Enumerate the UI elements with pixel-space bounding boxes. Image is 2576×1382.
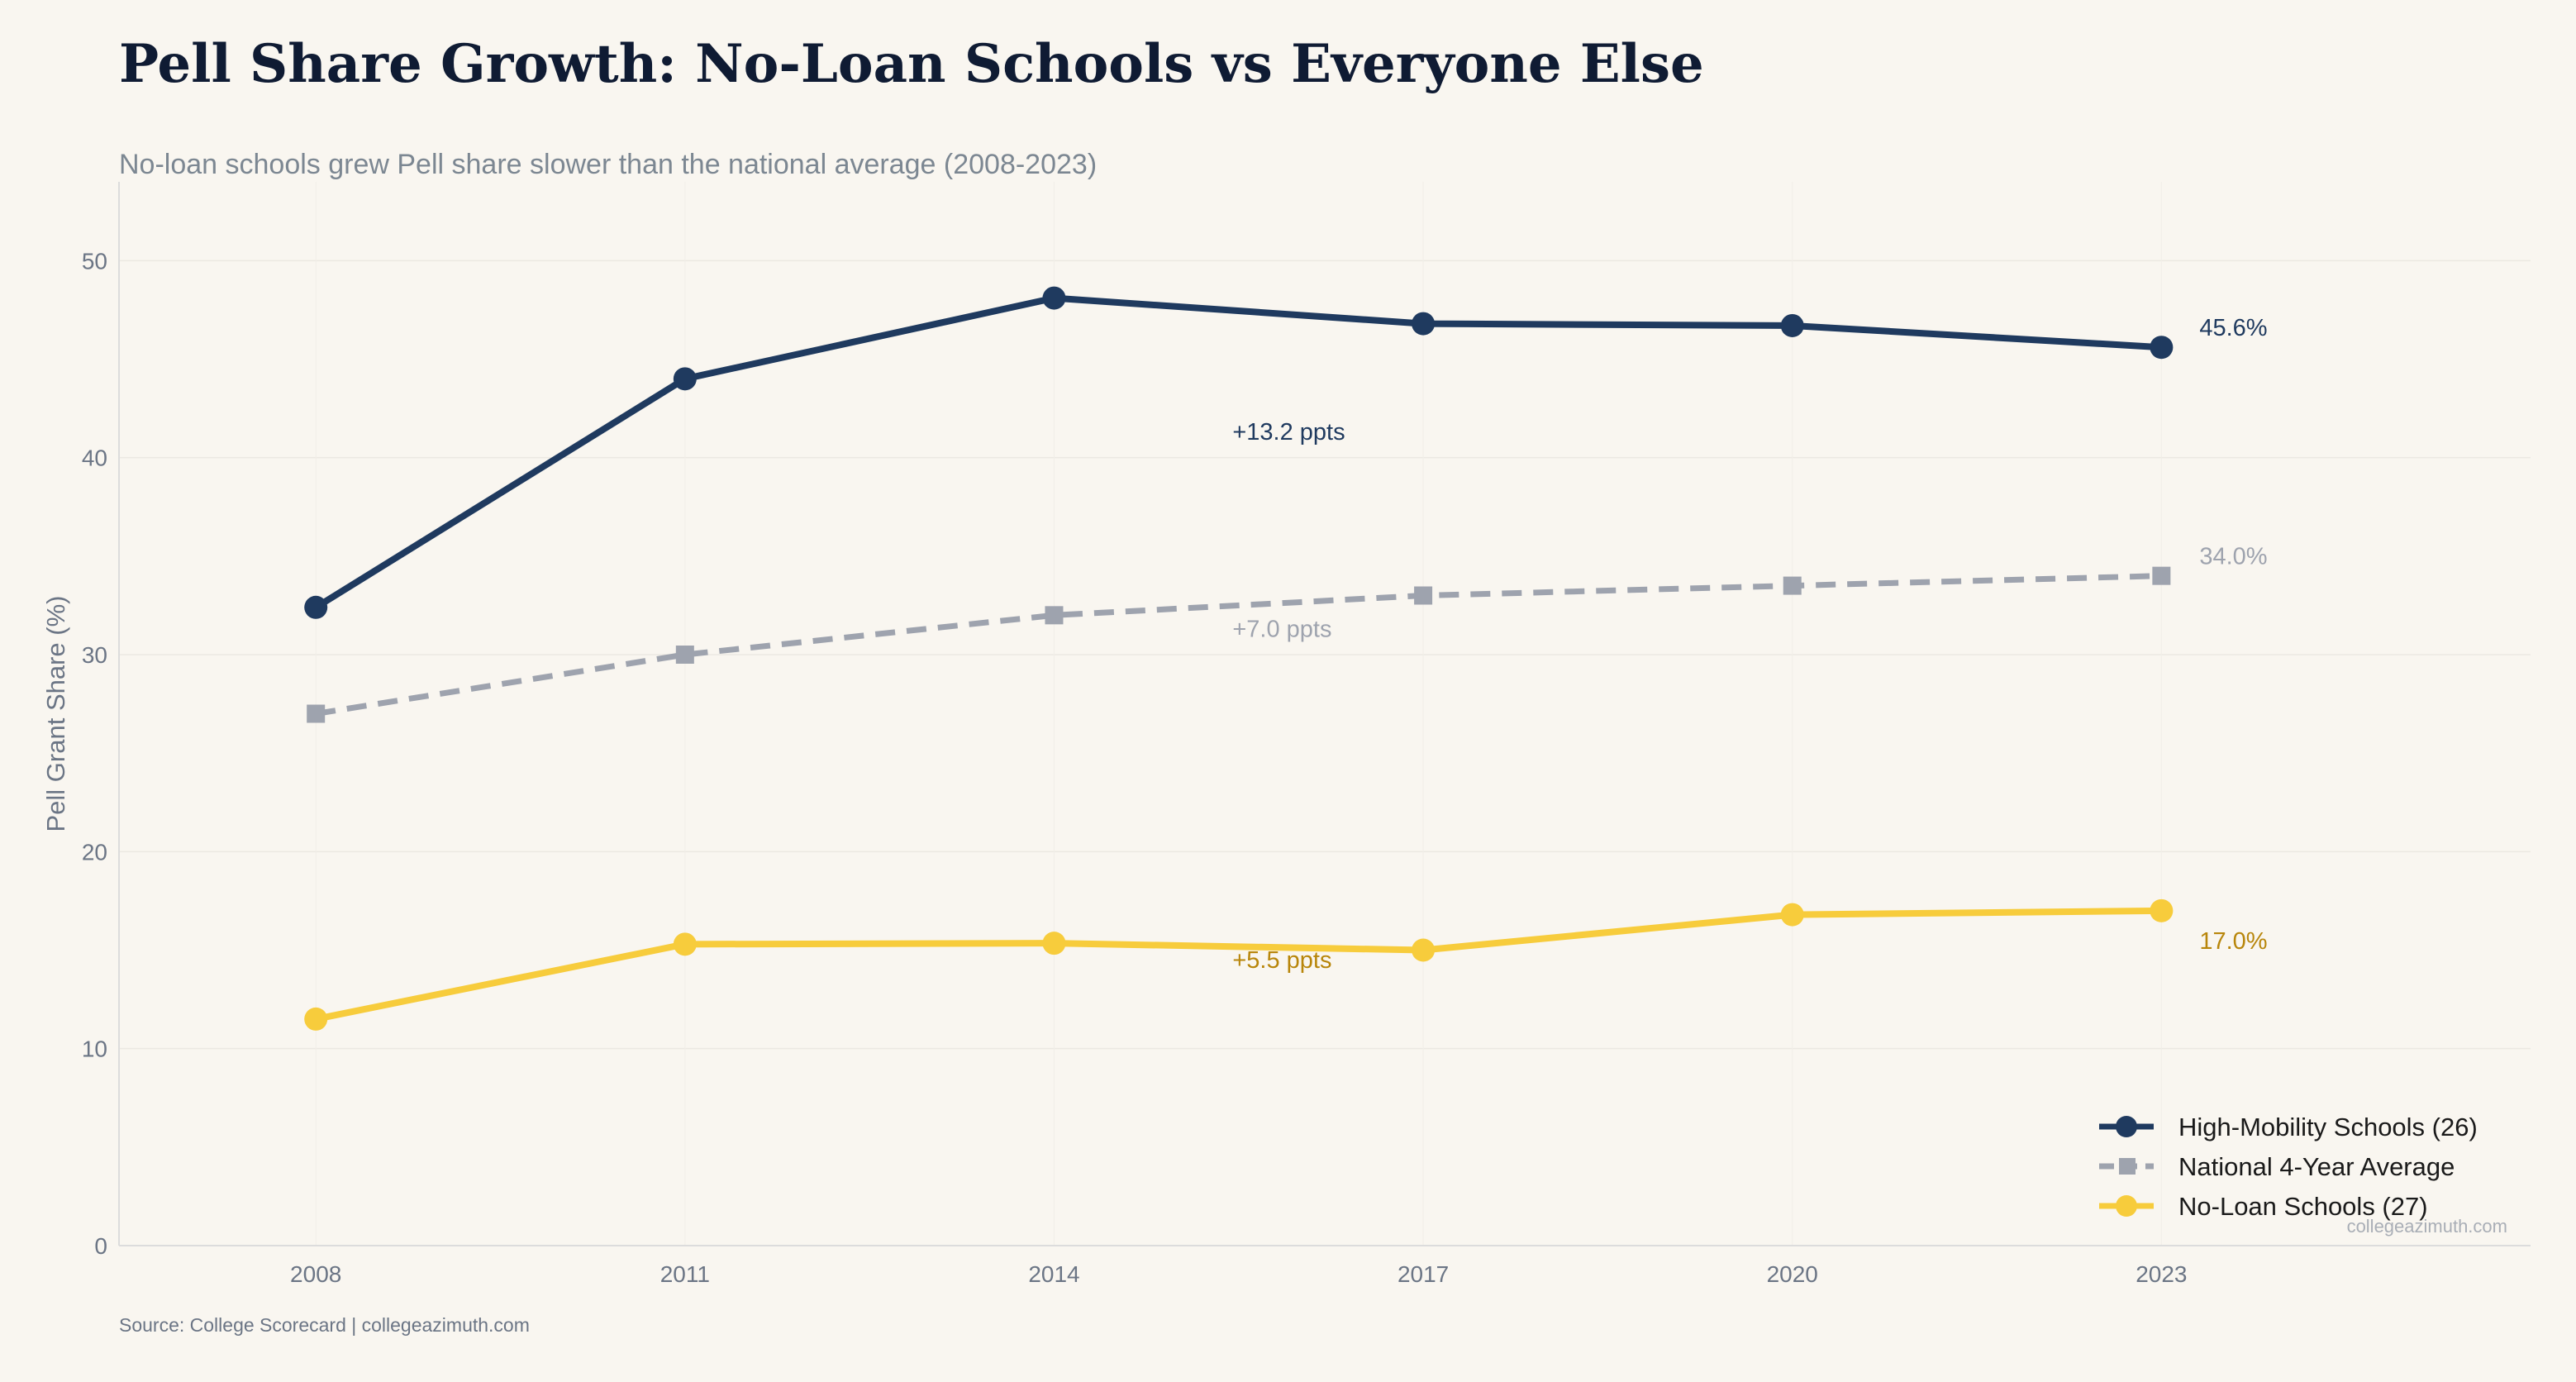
data-point-square [307,704,326,723]
x-tick-label: 2017 [1398,1261,1449,1287]
data-point-circle [304,1007,328,1031]
end-value-label: 17.0% [2199,928,2267,955]
y-tick-label: 0 [94,1233,107,1259]
data-point-circle [304,595,328,619]
chart-title: Pell Share Growth: No-Loan Schools vs Ev… [119,33,1704,95]
y-tick-label: 40 [82,446,107,471]
growth-annotation: +7.0 ppts [1232,617,1331,643]
y-axis-label: Pell Grant Share (%) [41,596,70,832]
source-note: Source: College Scorecard | collegeazimu… [119,1314,530,1336]
legend-entry: National 4-Year Average [2178,1152,2455,1181]
x-tick-label: 2008 [290,1261,341,1287]
data-point-circle [1780,903,1804,927]
data-point-square [2152,566,2171,585]
data-point-square [1783,576,1802,595]
data-point-circle [1042,286,1066,310]
series-line-2 [312,907,2165,1022]
data-point-circle [673,367,697,391]
data-point-circle [673,932,697,956]
growth-annotation: +13.2 ppts [1232,419,1345,446]
y-tick-label: 30 [82,642,107,668]
data-point-circle [2150,336,2174,360]
legend-swatch-marker [2119,1158,2136,1175]
watermark-text: collegeazimuth.com [2347,1216,2507,1237]
data-point-circle [1042,932,1066,955]
data-point-circle [1412,938,1436,962]
data-point-circle [1412,312,1436,336]
data-point-square [675,646,694,664]
data-point-circle [1780,313,1804,337]
legend-entry: High-Mobility Schools (26) [2178,1113,2478,1141]
x-tick-label: 2011 [660,1261,710,1287]
data-point-circle [2150,898,2174,922]
y-tick-label: 50 [82,248,107,274]
legend-swatch-marker [2116,1195,2137,1217]
x-tick-label: 2023 [2136,1261,2187,1287]
chart-subtitle: No-loan schools grew Pell share slower t… [119,149,1098,180]
series-line-0 [312,294,2165,611]
growth-annotation: +5.5 ppts [1232,947,1331,974]
data-point-square [1414,586,1433,605]
end-value-label: 45.6% [2199,315,2267,341]
series-line-1 [315,573,2162,717]
y-tick-label: 10 [82,1036,107,1062]
x-tick-label: 2020 [1767,1261,1818,1287]
legend-entry: No-Loan Schools (27) [2178,1192,2428,1221]
data-point-square [1045,606,1064,625]
x-tick-label: 2014 [1028,1261,1079,1287]
legend-swatch-marker [2116,1116,2137,1137]
y-tick-label: 20 [82,839,107,865]
end-value-label: 34.0% [2199,544,2267,570]
